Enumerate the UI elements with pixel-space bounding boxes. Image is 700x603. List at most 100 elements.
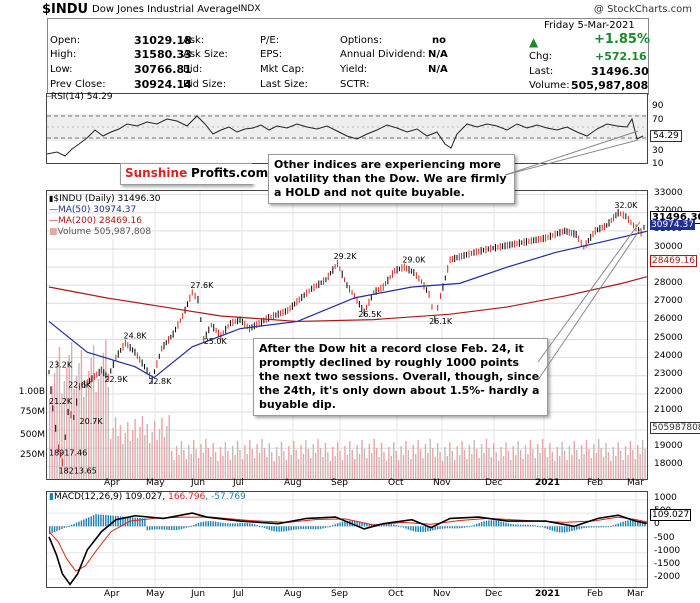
macd-histogram-bar	[571, 526, 573, 532]
volume-bar	[205, 439, 207, 479]
price-tick: 21000	[654, 404, 683, 415]
macd-histogram-bar	[127, 516, 129, 527]
macd-histogram-bar	[497, 521, 500, 527]
volume-bar	[385, 461, 388, 479]
ma200-line	[48, 276, 647, 323]
volume-bar	[200, 444, 202, 479]
price-tick: 25000	[654, 332, 683, 343]
volume-bar	[256, 444, 258, 479]
volume-bar	[497, 461, 500, 479]
macd-histogram-bar	[85, 518, 87, 527]
price-label: 26.1K	[429, 317, 453, 326]
volume-bar	[561, 442, 563, 479]
volume-bar	[471, 454, 473, 479]
volume-bar	[532, 449, 534, 479]
symbol-title: $INDU	[42, 2, 89, 17]
macd-histogram-bar	[602, 526, 605, 528]
macd-histogram-bar	[78, 521, 80, 527]
rsi-legend-icon: ─	[46, 92, 51, 101]
macd-histogram-bar	[541, 526, 544, 528]
yield-label: Yield:	[340, 64, 368, 75]
macd-histogram-bar	[524, 524, 527, 527]
macd-histogram-bar	[510, 523, 512, 527]
price-label: 22.9K	[104, 375, 128, 384]
volume-bar	[105, 340, 107, 479]
macd-histogram-bar	[190, 525, 192, 527]
rsi-value-tag: 54.29	[650, 130, 682, 142]
month-label: Jul	[233, 478, 244, 488]
macd-legend: ▮MACD(12,26,9) 109.027, 166.796, -57.769	[49, 492, 246, 502]
volume-bar	[146, 424, 148, 479]
macd-histogram-bar	[405, 526, 407, 529]
volume-bar	[427, 453, 429, 479]
legend-ma200: —MA(200) 28469.16	[49, 216, 142, 226]
macd-histogram-bar	[222, 522, 224, 527]
macd-histogram-bar	[256, 525, 258, 527]
volume-bar	[83, 397, 85, 479]
volume-bar	[558, 456, 561, 479]
macd-histogram-bar	[529, 524, 532, 527]
macd-histogram-bar	[483, 521, 485, 527]
macd-histogram-bar	[546, 526, 549, 530]
macd-histogram-bar	[549, 526, 551, 530]
macd-histogram-bar	[617, 523, 619, 527]
macd-histogram-bar	[502, 522, 505, 527]
macd-histogram-bar	[412, 526, 414, 532]
volume-bar	[446, 456, 449, 479]
volume-bar	[461, 441, 463, 479]
volume-tick: 1.00B	[18, 387, 45, 397]
macd-histogram-bar	[576, 526, 578, 530]
volume-bar	[219, 447, 222, 479]
volume-bar	[517, 441, 519, 479]
volume-bar	[112, 428, 114, 479]
macd-histogram-bar	[271, 526, 273, 531]
price-tick: 24000	[654, 350, 683, 361]
volume-bar	[436, 443, 439, 479]
legend-volume-text: Volume 505,987,808	[57, 227, 152, 237]
macd-histogram-bar	[488, 520, 490, 527]
volume-bar	[66, 368, 68, 479]
volume-bar	[366, 458, 368, 479]
volume-bar	[612, 447, 615, 479]
macd-histogram-bar	[444, 526, 446, 529]
volume-bar	[375, 448, 378, 479]
macd-histogram-bar	[80, 520, 83, 527]
volume-bar	[100, 366, 102, 479]
macd-histogram-bar	[156, 526, 158, 530]
volume-bar	[63, 381, 66, 479]
macd-histogram-bar	[395, 525, 397, 527]
macd-histogram-bar	[153, 526, 156, 530]
volume-bar	[212, 443, 214, 479]
macd-histogram-bar	[183, 526, 185, 529]
macd-histogram-bar	[158, 526, 161, 530]
month-label: Nov	[433, 589, 451, 599]
volume-bar	[307, 449, 310, 479]
macd-histogram-bar	[195, 523, 197, 527]
price-tick: 18000	[654, 459, 683, 470]
volume-bar	[166, 426, 168, 479]
macd-histogram-bar	[558, 526, 561, 533]
volume-bar	[468, 445, 471, 479]
volume-bar	[419, 449, 422, 479]
volume-bar	[590, 458, 593, 479]
volume-label: Volume:	[529, 80, 570, 91]
volume-bar	[439, 452, 441, 479]
volume-bar	[339, 451, 341, 479]
volume-bar	[302, 454, 305, 479]
volume-bar	[346, 455, 349, 479]
volume-bar	[188, 445, 190, 479]
volume-bar	[312, 444, 314, 479]
volume-bar	[415, 454, 417, 479]
macd-histogram-bar	[129, 517, 131, 527]
macd-histogram-bar	[471, 525, 473, 527]
legend-title-text: $INDU (Daily) 31496.30	[53, 194, 161, 204]
volume-bar	[322, 457, 324, 479]
volume-bar	[580, 445, 583, 479]
macd-histogram-bar	[258, 526, 261, 528]
macd-histogram-bar	[234, 523, 236, 527]
volume-bar	[261, 439, 263, 479]
rsi-tick: 30	[652, 146, 664, 156]
macd-histogram-bar	[339, 522, 341, 527]
price-label: 26.5K	[358, 310, 382, 319]
month-label: Jul	[233, 589, 244, 599]
